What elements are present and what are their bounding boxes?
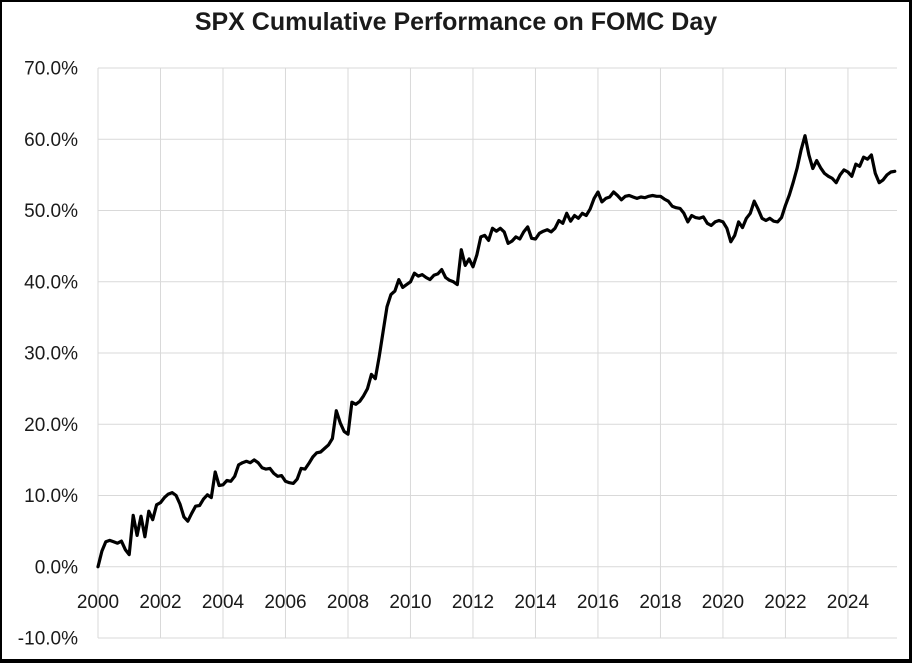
x-tick-label: 2016 — [577, 592, 619, 613]
y-tick-label: 30.0% — [24, 344, 78, 365]
x-tick-label: 2020 — [702, 592, 744, 613]
y-tick-label: 0.0% — [35, 557, 78, 578]
y-tick-label: 50.0% — [24, 201, 78, 222]
x-tick-label: 2006 — [264, 592, 306, 613]
x-tick-label: 2012 — [452, 592, 494, 613]
x-tick-label: 2004 — [202, 592, 245, 613]
x-tick-label: 2002 — [139, 592, 181, 613]
chart-title: SPX Cumulative Performance on FOMC Day — [194, 8, 718, 36]
x-tick-label: 2000 — [77, 592, 119, 613]
x-tick-label: 2010 — [389, 592, 431, 613]
y-tick-label: 20.0% — [24, 415, 78, 436]
series-line — [96, 134, 897, 569]
y-tick-label: 60.0% — [24, 130, 78, 151]
y-tick-label: 40.0% — [24, 272, 78, 293]
y-tick-label: 70.0% — [24, 59, 78, 80]
x-tick-label: 2024 — [827, 592, 870, 613]
y-tick-label: -10.0% — [18, 629, 78, 650]
x-tick-label: 2022 — [764, 592, 806, 613]
x-tick-label: 2008 — [327, 592, 369, 613]
x-tick-label: 2018 — [639, 592, 681, 613]
y-tick-label: 10.0% — [24, 486, 78, 507]
x-tick-label: 2014 — [514, 592, 557, 613]
